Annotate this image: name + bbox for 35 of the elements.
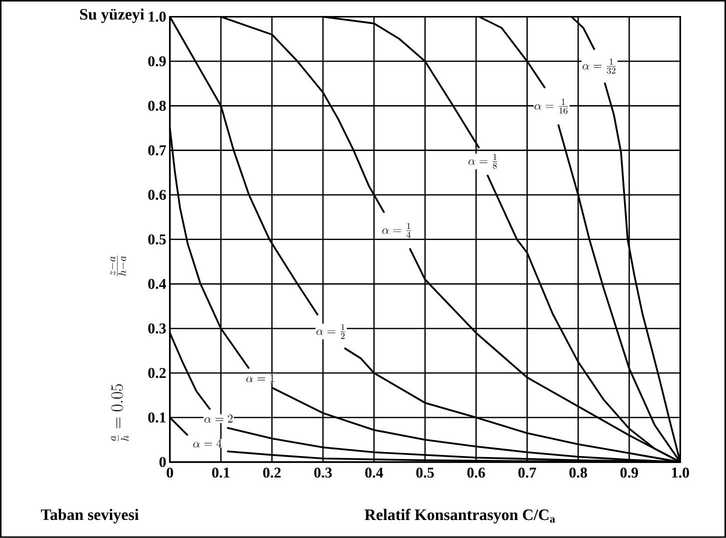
y-axis-title: $\frac{z - a}{h - a}$	[110, 256, 126, 276]
series-label: $\alpha = \frac{1}{32}$	[582, 58, 616, 74]
x-tick-label: 0.7	[518, 468, 536, 478]
x-tick-label: 0.1	[212, 468, 230, 478]
series-label: $\alpha = \frac{1}{2}$	[316, 324, 346, 339]
y-tick-label: 0.5	[148, 234, 166, 245]
series-label: $\alpha = \frac{1}{4}$	[382, 223, 411, 238]
x-tick-label: 0	[166, 468, 174, 478]
x-tick-label: 0.5	[416, 468, 434, 478]
y-tick-label: 0.6	[148, 190, 166, 200]
series-label: $\alpha = \frac{1}{16}$	[534, 98, 568, 114]
y-tick-label: 0.1	[148, 412, 166, 423]
y-tick-label: 0.9	[148, 56, 166, 66]
x-tick-label: 0.9	[620, 468, 638, 478]
x-tick-label: 0.4	[365, 468, 384, 478]
y-tick-label: 0.8	[148, 100, 166, 111]
series-label: $\alpha = \frac{1}{8}$	[468, 154, 498, 170]
text: $\frac{a}{h} = 0.05$	[110, 384, 129, 442]
y-tick-label: 0	[159, 457, 166, 468]
x-tick-label: 0.6	[467, 468, 485, 478]
x-tick-label: 0.3	[314, 468, 332, 478]
y-tick-label: 1.0	[148, 12, 166, 22]
series-label: $\alpha = 1$	[246, 374, 274, 382]
y-tick-label: 0.3	[148, 323, 166, 334]
x-tick-label: 0.2	[263, 468, 281, 478]
text: Su yüzeyi	[80, 8, 144, 24]
x-tick-label: 1.0	[672, 468, 690, 478]
x-axis-title: Relatif Konsantrasyon C/C$_{a}$	[364, 508, 556, 524]
y-tick-label: 0.7	[148, 145, 166, 156]
text: Taban seviyesi	[40, 508, 139, 524]
y-tick-label: 0.4	[148, 278, 166, 290]
x-tick-label: 0.8	[569, 468, 588, 478]
y-tick-label: 0.2	[148, 368, 166, 378]
series-label: $\alpha = 4$	[193, 439, 222, 448]
series-label: $\alpha = 2$	[204, 414, 233, 423]
